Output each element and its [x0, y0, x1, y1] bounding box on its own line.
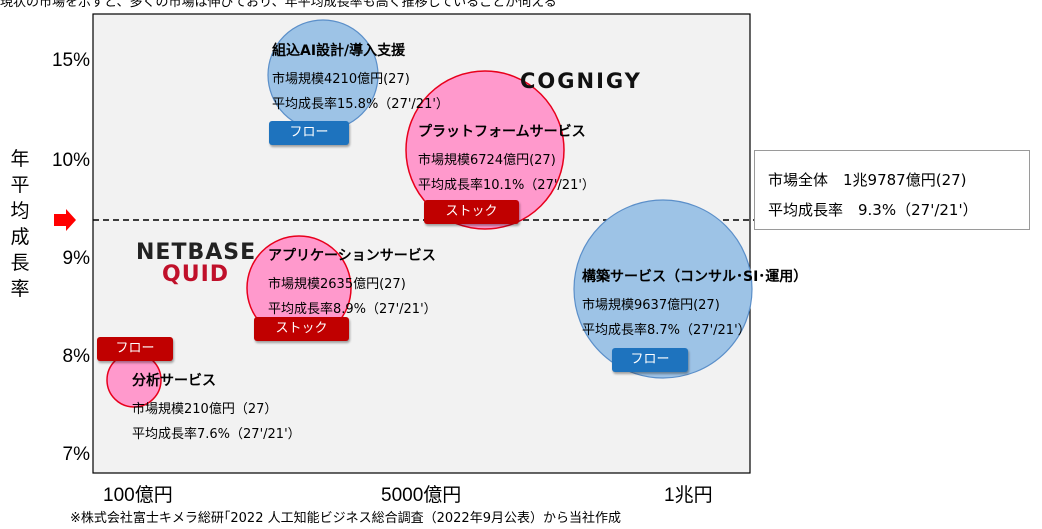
source-footnote: ※株式会社富士キメラ総研｢2022 人工知能ビジネス総合調査（2022年9月公表… [70, 511, 621, 526]
bubble-market-size: 市場規模210億円（27） [132, 402, 278, 417]
bubble-growth-rate: 平均成長率15.8%（27'/21'） [272, 97, 449, 112]
bubble-market-size: 市場規模9637億円(27) [582, 298, 720, 313]
bubble-growth-rate: 平均成長率8.7%（27'/21'） [582, 323, 751, 338]
bubble-3 [573, 199, 753, 379]
netbase-logo-text: NETBASE [136, 240, 257, 265]
bubble-market-size: 市場規模6724億円(27) [418, 153, 556, 168]
bubble-1 [405, 70, 565, 230]
stock-tag: フロー [97, 337, 173, 361]
market-total-growth: 平均成長率 9.3%（27'/21'） [768, 201, 978, 219]
bubble-growth-rate: 平均成長率7.6%（27'/21'） [132, 427, 301, 442]
quid-logo-text: QUID [162, 262, 230, 287]
bubble-title: プラットフォームサービス [418, 124, 586, 140]
market-total-box: 市場全体 1兆9787億円(27) 平均成長率 9.3%（27'/21'） [754, 150, 1030, 230]
y-tick-label: 10% [51, 150, 90, 171]
bubble-title: 組込AI設計/導入支援 [272, 43, 406, 59]
bubble-growth-rate: 平均成長率8.9%（27'/21'） [268, 302, 437, 317]
bubble-title: 分析サービス [132, 373, 216, 389]
y-tick-label: 15% [51, 50, 90, 71]
stock-tag: ストック [254, 317, 349, 341]
bubble-label-build-service: 構築サービス（コンサル･SI･運用） 市場規模9637億円(27) 平均成長率8… [582, 266, 807, 338]
bubble-label-platform: プラットフォームサービス 市場規模6724億円(27) 平均成長率10.1%（2… [418, 121, 595, 193]
cognigy-logo: COGNIGY [520, 69, 642, 93]
bubble-label-application: アプリケーションサービス 市場規模2635億円(27) 平均成長率8.9%（27… [268, 245, 437, 317]
bubble-growth-rate: 平均成長率10.1%（27'/21'） [418, 178, 595, 193]
y-tick-label: 8% [62, 346, 90, 367]
y-tick-label: 9% [62, 248, 90, 269]
header-partial-text: 現状の市場を示すと、多くの市場は伸びており、年平均成長率も高く推移していることが… [0, 0, 557, 10]
flow-tag: フロー [269, 121, 349, 145]
netbase-quid-logo: NETBASE QUID [136, 242, 256, 286]
reference-arrow-icon [54, 209, 76, 231]
bubble-label-analytics: 分析サービス 市場規模210億円（27） 平均成長率7.6%（27'/21'） [132, 370, 301, 442]
bubble-title: アプリケーションサービス [268, 248, 436, 264]
x-tick-label: 1兆円 [664, 485, 713, 506]
y-tick-label: 7% [62, 444, 90, 465]
bubble-market-size: 市場規模4210億円(27) [272, 72, 410, 87]
flow-tag: フロー [612, 348, 688, 372]
x-tick-label: 100億円 [103, 485, 173, 506]
y-axis-title: 年平均成長率 [10, 148, 30, 300]
bubble-title: 構築サービス（コンサル･SI･運用） [582, 269, 808, 285]
bubble-market-size: 市場規模2635億円(27) [268, 277, 406, 292]
market-total-size: 市場全体 1兆9787億円(27) [768, 171, 967, 189]
x-tick-label: 5000億円 [381, 485, 462, 506]
bubble-label-embedded-ai: 組込AI設計/導入支援 市場規模4210億円(27) 平均成長率15.8%（27… [272, 40, 449, 112]
stock-tag: ストック [424, 200, 519, 224]
